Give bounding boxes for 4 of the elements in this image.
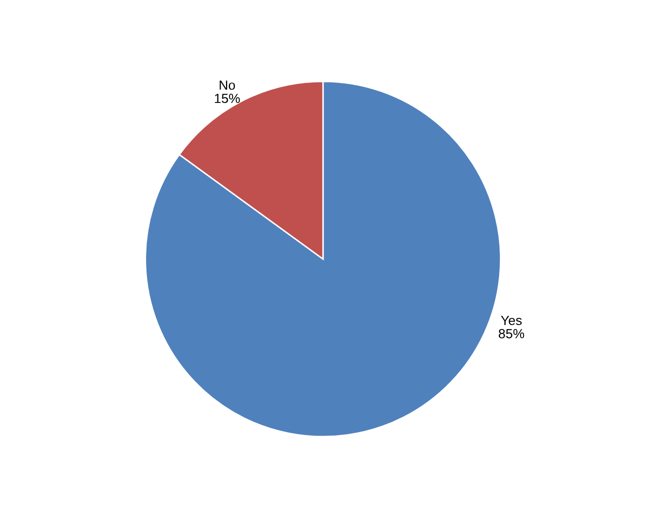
slice-label: No	[220, 80, 235, 90]
data-label: 15%	[214, 94, 240, 104]
data-label: 85%	[498, 328, 524, 338]
slice-label: Yes	[500, 316, 522, 326]
